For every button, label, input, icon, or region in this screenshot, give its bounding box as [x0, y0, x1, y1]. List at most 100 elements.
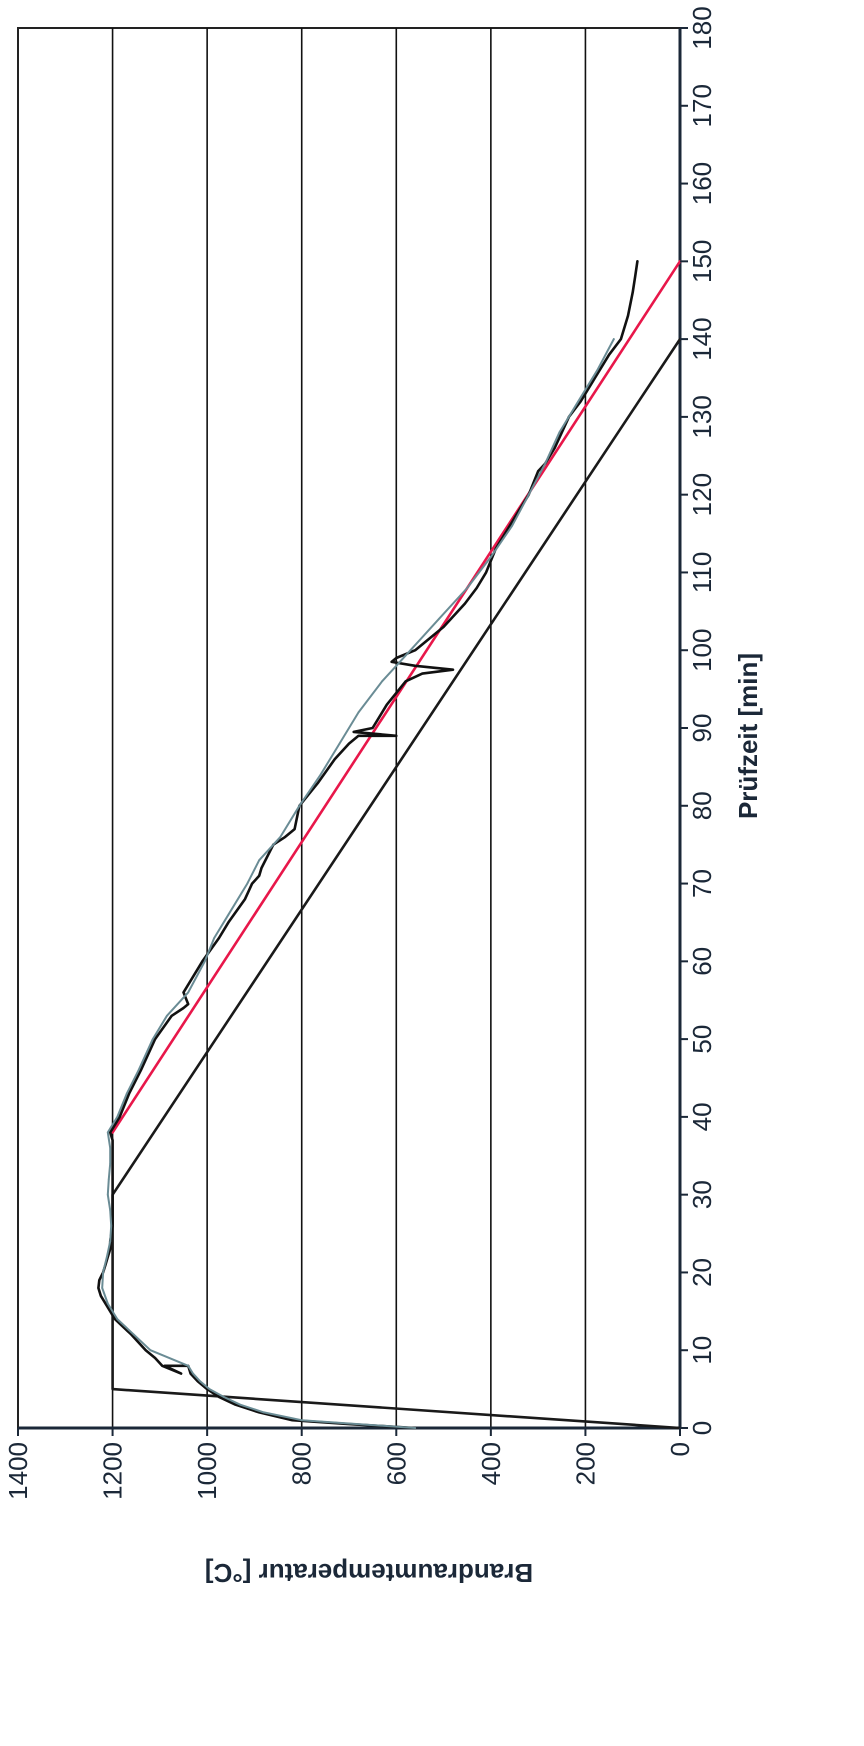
- series-4-point: [166, 1014, 168, 1017]
- series-3-point: [627, 314, 629, 317]
- x-tick-label-30: 30: [687, 1180, 717, 1209]
- series-4-point: [107, 1178, 110, 1180]
- series-3-point: [508, 524, 511, 527]
- series-3-point: [111, 1209, 114, 1212]
- series-4-point: [263, 1411, 265, 1414]
- series-4-point: [239, 1403, 242, 1406]
- series-3-point: [218, 1396, 220, 1398]
- series-line-3: [97, 259, 639, 1430]
- x-tick-label-40: 40: [687, 1102, 717, 1131]
- series-4-point: [109, 1147, 112, 1149]
- y-tick-label-400: 400: [476, 1442, 506, 1485]
- series-4-point: [258, 859, 261, 862]
- x-tick-label-140: 140: [687, 317, 717, 360]
- series-3-point: [128, 1092, 131, 1095]
- series-3-point: [636, 260, 639, 263]
- series-3-point: [189, 1372, 192, 1375]
- series-4-point: [227, 913, 230, 916]
- series-4-point: [511, 524, 513, 527]
- series-4-point: [106, 1193, 109, 1196]
- series-3-point: [180, 1372, 183, 1375]
- x-tick-label-120: 120: [687, 473, 717, 516]
- series-3-point: [475, 587, 478, 589]
- series-3-point: [111, 1139, 114, 1142]
- series-4-point: [106, 1256, 108, 1258]
- series-4-point: [151, 1038, 154, 1040]
- series-3-point: [357, 734, 360, 737]
- series-4-point: [199, 1380, 202, 1383]
- x-tick-label-150: 150: [687, 240, 717, 283]
- series-3-point: [187, 1003, 190, 1005]
- series-3-point: [99, 1294, 102, 1297]
- x-tick-label-60: 60: [687, 947, 717, 976]
- series-4-point: [192, 1372, 194, 1375]
- series-3-point: [251, 882, 254, 885]
- series-4-point: [149, 1349, 152, 1352]
- series-3-point: [114, 1318, 116, 1320]
- series-3-point: [154, 1038, 157, 1040]
- y-tick-label-1200: 1200: [98, 1442, 128, 1500]
- series-3-point: [161, 1364, 164, 1367]
- series-4-point: [222, 1396, 225, 1398]
- x-tick-label-110: 110: [687, 552, 717, 593]
- series-3-point: [111, 1147, 114, 1149]
- series-4-point: [187, 991, 190, 994]
- y-tick-label-0: 0: [665, 1442, 695, 1456]
- series-3-point: [201, 960, 204, 963]
- series-3-point: [104, 1302, 107, 1305]
- x-tick-label-70: 70: [687, 869, 717, 898]
- x-tick-label-100: 100: [687, 629, 717, 672]
- series-4-point: [109, 1240, 112, 1243]
- series-4-point: [558, 431, 561, 434]
- series-3-point: [244, 898, 246, 900]
- series-3-point: [97, 1287, 100, 1289]
- x-tick-label-20: 20: [687, 1258, 717, 1287]
- series-4-point: [110, 1224, 113, 1227]
- series-4-point: [490, 556, 492, 558]
- series-3-point: [333, 758, 336, 760]
- series-line-1: [111, 337, 682, 1430]
- series-3-point: [258, 874, 261, 877]
- series-3-point: [130, 1333, 133, 1336]
- series-3-point: [464, 602, 466, 605]
- y-tick-label-600: 600: [381, 1442, 411, 1485]
- series-3-point: [579, 400, 582, 403]
- y-tick-label-200: 200: [570, 1442, 600, 1485]
- series-4-point: [102, 1271, 104, 1274]
- series-3-point: [118, 1116, 121, 1118]
- x-tick-label-170: 170: [687, 84, 717, 127]
- x-tick-labels: 0 10 20 30 40 50 60 70 80 90 100 110 120 130 140 150 160…: [680, 6, 717, 1435]
- series-4-point: [437, 618, 440, 620]
- series-3-point: [170, 1014, 173, 1017]
- series-3-point: [218, 937, 220, 939]
- series-4-point: [246, 882, 249, 885]
- series-3-point: [608, 353, 610, 356]
- series-4-point: [357, 711, 360, 714]
- series-2-point: [111, 1131, 114, 1134]
- y-tick-label-1400: 1400: [3, 1442, 33, 1500]
- y-tick-labels: 0 200 400 600 800 1000 1200 1400: [3, 1428, 695, 1500]
- series-4-point: [109, 1162, 112, 1165]
- y-tick-label-1000: 1000: [192, 1442, 222, 1500]
- series-3-point: [98, 1279, 101, 1282]
- series-4-point: [279, 836, 282, 838]
- series-3-point: [395, 734, 398, 737]
- series-line-2: [111, 259, 682, 1134]
- series-4-point: [298, 804, 301, 807]
- series-3-point: [196, 1380, 199, 1383]
- series-3-point: [414, 649, 417, 652]
- series-4-point: [133, 1333, 135, 1336]
- series-3-point: [111, 1193, 114, 1196]
- series-3-point: [182, 1007, 185, 1009]
- series-3-point: [227, 921, 230, 924]
- series-4-point: [106, 1302, 109, 1305]
- x-tick-label-160: 160: [687, 162, 717, 205]
- series-3-point: [291, 1419, 294, 1422]
- series-3-point: [631, 291, 634, 294]
- series-4-point: [596, 369, 599, 372]
- series-4-point: [577, 400, 580, 403]
- series-3-point: [390, 661, 393, 663]
- series-3-point: [404, 680, 407, 683]
- series-4-point: [527, 493, 530, 496]
